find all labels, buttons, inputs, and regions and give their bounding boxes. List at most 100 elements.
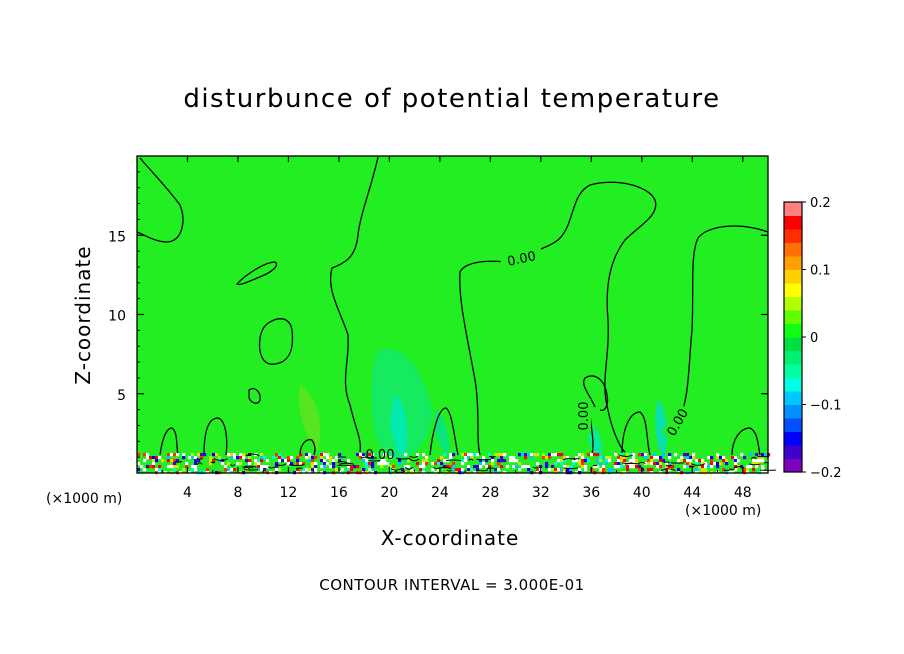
boundary-layer-cell [188,456,192,460]
boundary-layer-contour [289,464,305,467]
boundary-layer-cell [194,468,198,472]
boundary-layer-contour [338,462,354,465]
boundary-layer-contour [275,463,287,467]
boundary-layer-cell [260,453,264,457]
boundary-layer-cell [308,456,312,460]
boundary-layer-cell [659,456,663,460]
boundary-layer-cell [449,456,453,460]
boundary-layer-cell [311,456,315,460]
x-tick-label: 28 [481,485,499,501]
boundary-layer-cell [341,468,345,472]
contour-line [504,181,657,453]
boundary-layer-cell [296,459,300,463]
colorbar-swatch [784,350,802,365]
contour-line [731,427,761,456]
boundary-layer-cell [230,468,234,472]
boundary-layer-cell [452,453,456,457]
boundary-layer-cell [707,456,711,460]
boundary-layer-cell [161,459,165,463]
boundary-layer-cell [503,459,507,463]
boundary-layer-cell [233,453,237,457]
boundary-layer-cell [524,465,528,469]
boundary-layer-contour [267,466,276,469]
boundary-layer-cell [749,465,753,469]
boundary-layer-cell [725,462,729,466]
contour-line [258,318,294,365]
boundary-layer-cell [146,453,150,457]
boundary-layer-cell [389,468,393,472]
boundary-layer-cell [314,465,318,469]
boundary-layer-cell [620,456,624,460]
boundary-layer-cell [191,465,195,469]
boundary-layer-cell [410,468,414,472]
boundary-layer-cell [461,459,465,463]
boundary-layer-cell [383,462,387,466]
boundary-layer-cell [173,453,177,457]
boundary-layer-cell [326,453,330,457]
boundary-layer-cell [182,453,186,457]
boundary-layer-cell [281,456,285,460]
boundary-layer-cell [305,468,309,472]
boundary-layer-cell [482,459,486,463]
boundary-layer-cell [620,453,624,457]
boundary-layer-cell [278,468,282,472]
boundary-layer-cell [698,459,702,463]
boundary-layer-cell [185,465,189,469]
boundary-layer-cell [227,462,231,466]
boundary-layer-cell [194,456,198,460]
boundary-layer-cell [521,465,525,469]
contour-line [236,261,278,286]
boundary-layer-cell [287,462,291,466]
boundary-layer-cell [632,456,636,460]
boundary-layer-cell [479,465,483,469]
boundary-layer-cell [533,453,537,457]
colorbar-swatch [784,215,802,230]
zero-contours [136,156,769,456]
boundary-layer-cell [422,465,426,469]
boundary-layer-cell [170,465,174,469]
boundary-layer-cell [482,462,486,466]
boundary-layer-cell [650,468,654,472]
boundary-layer-cell [554,462,558,466]
boundary-layer-cell [143,468,147,472]
boundary-layer-cell [548,456,552,460]
boundary-layer-cell [422,453,426,457]
boundary-layer-cell [596,465,600,469]
y-axis: 5 10 15 [108,171,768,458]
boundary-layer-contour [196,457,204,460]
colorbar-swatch [784,269,802,284]
contour-line [330,156,379,453]
boundary-layer-cell [404,465,408,469]
boundary-layer-cell [716,462,720,466]
boundary-layer-cell [467,453,471,457]
boundary-layer-strip [137,453,777,475]
boundary-layer-cell [137,453,141,457]
boundary-layer-cell [455,468,459,472]
boundary-layer-cell [584,468,588,472]
boundary-layer-cell [176,453,180,457]
boundary-layer-cell [446,465,450,469]
boundary-layer-cell [278,456,282,460]
boundary-layer-contour [748,463,761,466]
x-tick-label: 48 [734,485,752,501]
boundary-layer-cell [707,465,711,469]
boundary-layer-cell [437,462,441,466]
boundary-layer-cell [290,456,294,460]
boundary-layer-cell [155,468,159,472]
boundary-layer-cell [329,465,333,469]
boundary-layer-cell [407,465,411,469]
boundary-layer-cell [272,456,276,460]
boundary-layer-cell [194,465,198,469]
boundary-layer-cell [686,456,690,460]
boundary-layer-cell [290,462,294,466]
colorbar-swatch [784,229,802,243]
boundary-layer-cell [623,456,627,460]
x-unit-label-left: (×1000 m) [46,491,123,507]
boundary-layer-cell [632,459,636,463]
boundary-layer-cell [347,459,351,463]
boundary-layer-cell [158,456,162,460]
boundary-layer-cell [755,453,759,457]
boundary-layer-cell [626,453,630,457]
boundary-layer-cell [761,459,765,463]
boundary-layer-cell [296,468,300,472]
